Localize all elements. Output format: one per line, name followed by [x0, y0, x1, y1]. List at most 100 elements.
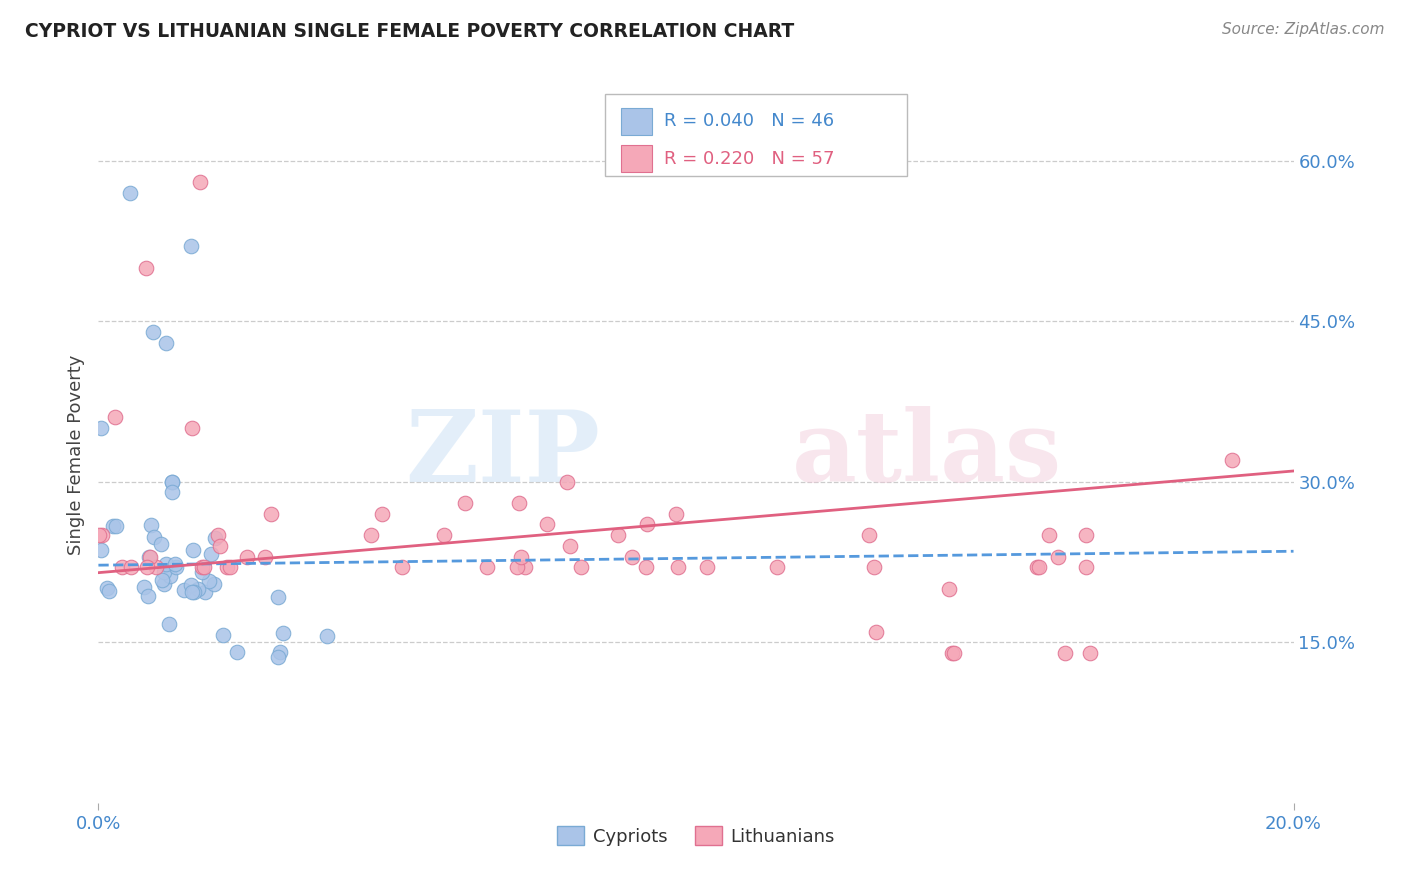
Point — [1038, 528, 1060, 542]
Point — [360, 528, 382, 542]
Point — [207, 528, 229, 542]
Point — [180, 585, 202, 599]
Point — [200, 547, 222, 561]
Point — [187, 582, 209, 596]
Point — [371, 507, 394, 521]
Point — [607, 528, 630, 542]
Point — [1028, 560, 1050, 574]
Point — [267, 590, 290, 604]
Point — [515, 560, 537, 574]
Point — [696, 560, 718, 574]
Point — [160, 475, 183, 489]
Point — [120, 560, 142, 574]
Point — [557, 475, 579, 489]
Y-axis label: Single Female Poverty: Single Female Poverty — [66, 355, 84, 555]
Point — [858, 528, 880, 542]
Point — [454, 496, 477, 510]
Point — [1074, 528, 1097, 542]
Point — [142, 530, 165, 544]
Point — [865, 624, 887, 639]
Point — [180, 577, 202, 591]
Point — [193, 560, 215, 574]
Point — [260, 507, 283, 521]
Point — [1220, 453, 1243, 467]
Text: atlas: atlas — [792, 407, 1062, 503]
Point — [391, 560, 413, 574]
Point — [863, 560, 886, 574]
Point — [766, 560, 789, 574]
Text: ZIP: ZIP — [405, 407, 600, 503]
Point — [1076, 560, 1098, 574]
Point — [90, 421, 112, 435]
Point — [157, 616, 180, 631]
Point — [236, 549, 259, 564]
Point — [211, 628, 233, 642]
Point — [165, 559, 187, 574]
Point — [118, 186, 141, 200]
Point — [316, 629, 339, 643]
Point — [219, 560, 242, 574]
Text: R = 0.220   N = 57: R = 0.220 N = 57 — [664, 150, 834, 168]
Point — [97, 584, 120, 599]
Point — [1080, 646, 1102, 660]
Point — [163, 558, 186, 572]
Point — [142, 325, 165, 339]
Point — [155, 558, 177, 572]
Point — [101, 519, 124, 533]
Point — [1047, 549, 1070, 564]
Point — [181, 421, 204, 435]
Point — [104, 519, 127, 533]
Point — [215, 560, 238, 574]
Point — [150, 574, 173, 588]
Point — [1025, 560, 1047, 574]
Point — [181, 543, 204, 558]
Point — [506, 560, 529, 574]
Text: Source: ZipAtlas.com: Source: ZipAtlas.com — [1222, 22, 1385, 37]
Point — [111, 560, 134, 574]
Point — [183, 585, 205, 599]
Point — [136, 590, 159, 604]
Point — [159, 569, 181, 583]
Point — [153, 576, 176, 591]
Point — [152, 565, 174, 579]
Point — [267, 650, 290, 665]
Point — [135, 560, 157, 574]
Point — [155, 335, 177, 350]
Point — [173, 582, 195, 597]
Point — [941, 646, 963, 660]
Point — [432, 528, 454, 542]
Point — [1054, 646, 1077, 660]
Legend: Cypriots, Lithuanians: Cypriots, Lithuanians — [550, 819, 842, 853]
Point — [202, 576, 225, 591]
Point — [269, 645, 291, 659]
Point — [145, 560, 167, 574]
Point — [96, 581, 118, 595]
Point — [508, 496, 530, 510]
Point — [942, 646, 965, 660]
Text: R = 0.040   N = 46: R = 0.040 N = 46 — [664, 112, 834, 130]
Point — [198, 574, 221, 588]
Point — [138, 549, 160, 564]
Point — [91, 528, 114, 542]
Point — [477, 560, 499, 574]
Point — [180, 239, 202, 253]
Point — [253, 549, 276, 564]
Point — [509, 549, 531, 564]
Point — [191, 565, 214, 579]
Point — [620, 549, 643, 564]
Point — [135, 260, 157, 275]
Point — [160, 475, 183, 489]
Point — [149, 537, 172, 551]
Point — [569, 560, 592, 574]
Point — [190, 560, 212, 574]
Point — [134, 580, 156, 594]
Point — [204, 531, 226, 545]
Point — [938, 582, 960, 596]
Point — [636, 517, 658, 532]
Point — [139, 549, 162, 564]
Point — [139, 518, 162, 533]
Point — [665, 507, 688, 521]
Point — [560, 539, 582, 553]
Point — [636, 560, 658, 574]
Point — [90, 543, 112, 558]
